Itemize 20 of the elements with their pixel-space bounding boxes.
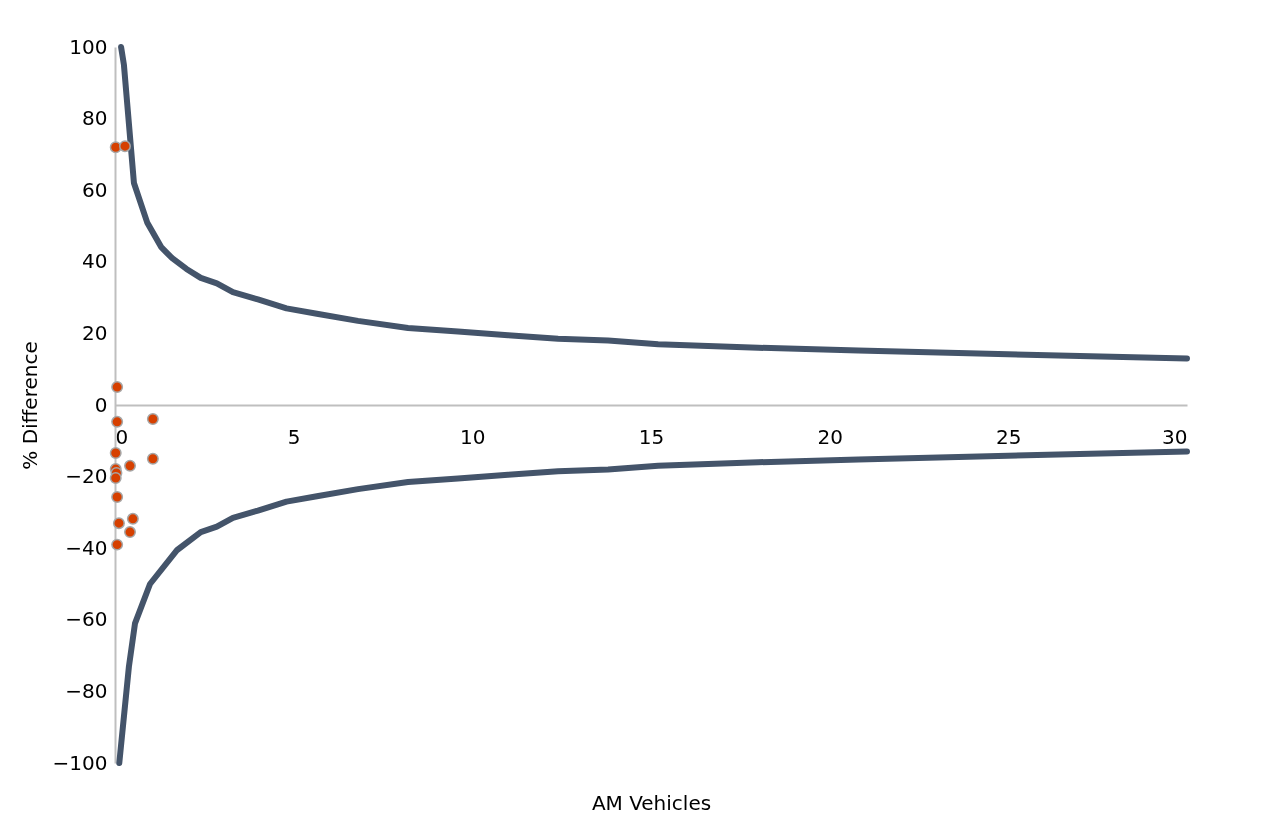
x-tick-label: 25 bbox=[996, 424, 1022, 449]
x-tick-label: 0 bbox=[115, 424, 129, 449]
y-tick-label: −100 bbox=[52, 750, 108, 775]
x-tick-label: 30 bbox=[1162, 424, 1188, 449]
y-tick-label: 20 bbox=[82, 320, 108, 345]
x-tick-label: 5 bbox=[287, 424, 301, 449]
y-tick-label: −20 bbox=[65, 464, 108, 489]
x-axis-title: AM Vehicles bbox=[591, 790, 712, 815]
y-tick-label: 0 bbox=[94, 392, 108, 417]
x-tick-label: 20 bbox=[817, 424, 843, 449]
y-tick-label: 60 bbox=[82, 177, 108, 202]
y-axis-title: % Difference bbox=[17, 341, 42, 470]
y-tick-label: 40 bbox=[82, 249, 108, 274]
y-tick-label: −60 bbox=[65, 607, 108, 632]
y-tick-label: −40 bbox=[65, 535, 108, 560]
x-tick-label: 15 bbox=[638, 424, 665, 449]
y-tick-label: 100 bbox=[69, 34, 108, 59]
y-tick-label: 80 bbox=[82, 106, 108, 131]
x-tick-label: 10 bbox=[460, 424, 486, 449]
y-tick-label: −80 bbox=[65, 678, 108, 703]
